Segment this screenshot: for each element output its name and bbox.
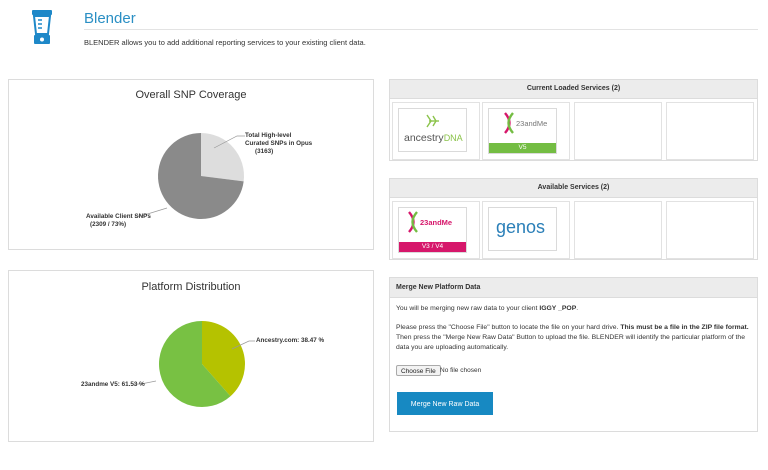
empty-service-slot	[574, 201, 662, 259]
header-divider	[84, 29, 758, 30]
pie-label-total: Total High-level Curated SNPs in Opus (3…	[245, 132, 313, 155]
23andme-wordmark: 23andMe	[420, 218, 453, 227]
merge-raw-data-button[interactable]: Merge New Raw Data	[397, 392, 493, 415]
merge-client-info: You will be merging new raw data to your…	[396, 305, 579, 312]
available-services-title: Available Services (2)	[390, 179, 757, 198]
chart-title: Overall SNP Coverage	[135, 89, 247, 101]
merge-instructions: Please press the "Choose File" button to…	[396, 324, 749, 351]
merge-title: Merge New Platform Data	[390, 278, 757, 298]
23andme-wordmark: 23andMe	[516, 119, 548, 128]
leader-line	[231, 340, 255, 350]
pie-slice-total-curated[interactable]	[201, 133, 244, 182]
file-status: No file chosen	[440, 367, 482, 374]
23andme-logo: 23andMe V5	[488, 108, 557, 154]
service-tile-23andme-v3v4[interactable]: 23andMe V3 / V4	[392, 201, 480, 259]
platform-pie-chart	[133, 321, 255, 407]
service-tile-genos[interactable]: genos	[482, 201, 570, 259]
version-badge: V3 / V4	[399, 242, 466, 252]
23andme-x-icon	[504, 112, 514, 134]
snp-coverage-panel: Overall SNP Coverage Total High-level Cu…	[8, 79, 374, 250]
pie-label-available: Available Client SNPs (2309 / 73%)	[86, 213, 151, 228]
pie-slice-23andme[interactable]	[159, 321, 231, 407]
empty-service-slot	[574, 102, 662, 160]
leader-line	[213, 135, 245, 149]
ancestry-logo: ancestryDNA	[398, 108, 467, 152]
leader-line	[135, 207, 168, 217]
genos-logo: genos	[488, 207, 557, 251]
ancestry-leaf-icon	[426, 114, 439, 128]
pie-slice-available-client[interactable]	[158, 133, 244, 219]
ancestry-wordmark: ancestryDNA	[404, 132, 463, 144]
app-description: BLENDER allows you to add additional rep…	[84, 38, 366, 47]
platform-distribution-panel: Platform Distribution Ancestry.com: 38.4…	[8, 270, 374, 442]
leader-line	[133, 380, 157, 385]
empty-service-slot	[666, 102, 754, 160]
service-tile-ancestry[interactable]: ancestryDNA	[392, 102, 480, 160]
empty-service-slot	[666, 201, 754, 259]
snp-pie-chart	[135, 133, 245, 219]
version-badge: V5	[489, 143, 556, 153]
app-title: Blender	[84, 10, 136, 27]
23andme-logo: 23andMe V3 / V4	[398, 207, 467, 253]
current-services-title: Current Loaded Services (2)	[390, 80, 757, 99]
23andme-x-icon	[408, 211, 418, 233]
genos-wordmark: genos	[496, 217, 546, 237]
pie-label-ancestry: Ancestry.com: 38.47 %	[256, 337, 325, 344]
blender-icon	[32, 10, 52, 44]
available-services-panel: Available Services (2) 23andMe V3 / V4 g…	[389, 178, 758, 260]
service-tile-23andme-v5[interactable]: 23andMe V5	[482, 102, 570, 160]
chart-title: Platform Distribution	[141, 281, 241, 293]
pie-label-23andme: 23andme V5: 61.53 %	[81, 381, 145, 388]
merge-panel: Merge New Platform Data You will be merg…	[389, 277, 758, 432]
client-name: IGGY _POP	[539, 305, 577, 312]
choose-file-button[interactable]: Choose File	[396, 365, 441, 376]
pie-slice-ancestry[interactable]	[202, 321, 246, 397]
current-services-panel: Current Loaded Services (2) ancestryDNA …	[389, 79, 758, 161]
